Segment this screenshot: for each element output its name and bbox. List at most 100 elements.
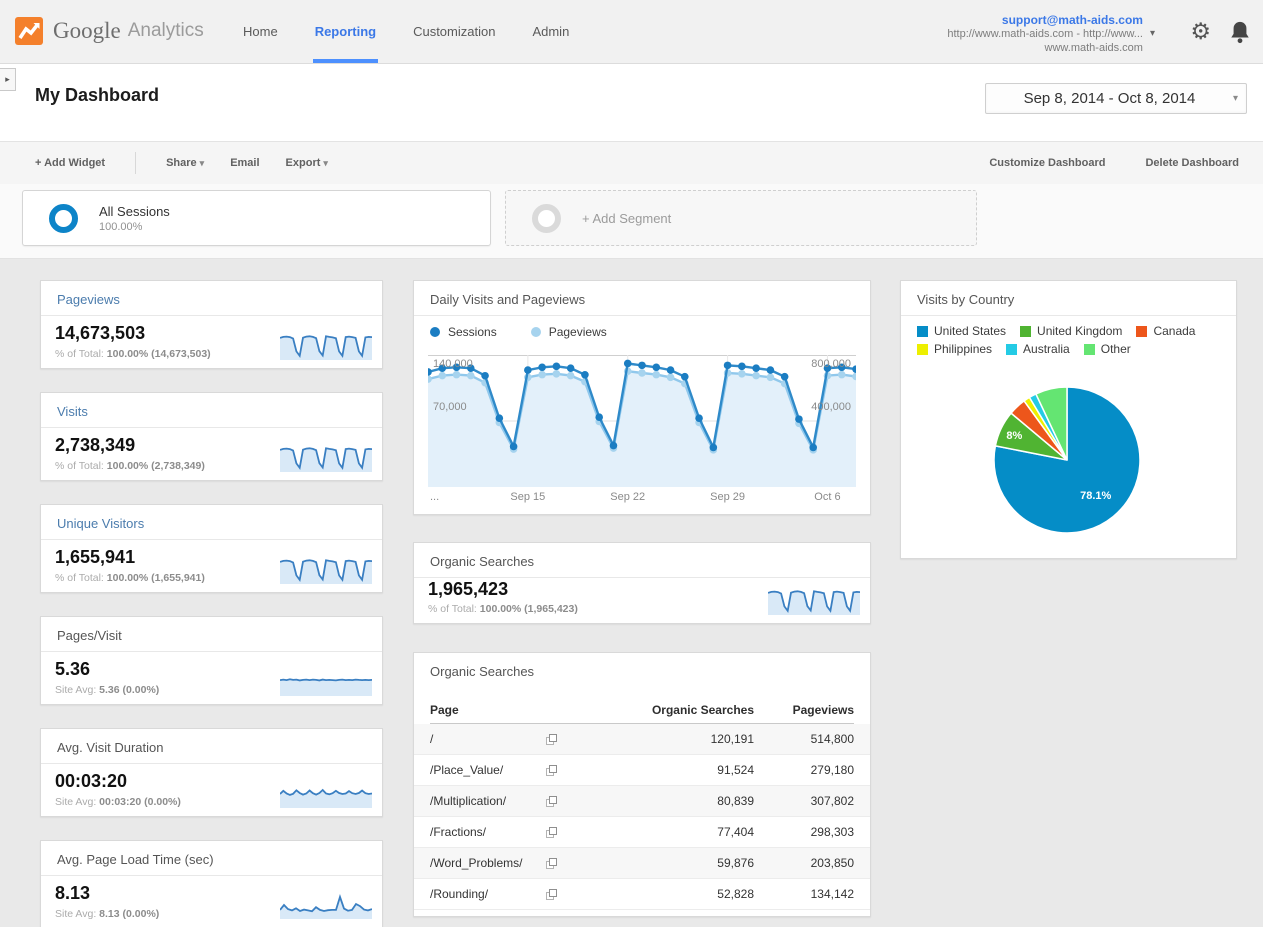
subtext-value: 5.36 (0.00%) [99, 684, 159, 696]
nav-reporting[interactable]: Reporting [315, 0, 376, 63]
scorecard-title[interactable]: Pageviews [57, 292, 120, 307]
sparkline [280, 442, 372, 472]
x-axis-tick: Sep 29 [710, 491, 745, 503]
sparkline [280, 330, 372, 360]
add-widget-button[interactable]: + Add Widget [29, 157, 111, 169]
scorecard-subtext: % of Total: 100.00% (2,738,349) [55, 460, 205, 472]
legend-swatch-icon [917, 326, 928, 337]
legend-dot-icon [531, 327, 541, 337]
x-axis-tick: Oct 6 [814, 491, 840, 503]
organic-searches-cell: 77,404 [566, 825, 754, 839]
logo-product: Analytics [128, 20, 204, 42]
sidebar-expand-button[interactable]: ▸ [0, 68, 16, 91]
subtext-value: 8.13 (0.00%) [99, 908, 159, 920]
scorecard-subtext: Site Avg: 8.13 (0.00%) [55, 908, 159, 920]
divider [414, 315, 870, 316]
legend-item-united-kingdom: United Kingdom [1020, 324, 1122, 338]
legend-item-australia: Australia [1006, 342, 1070, 356]
divider [41, 875, 382, 876]
organic-searches-cell: 59,876 [566, 856, 754, 870]
add-segment-label: + Add Segment [582, 211, 671, 226]
subtext-value: 100.00% (2,738,349) [107, 460, 205, 472]
col-header-page: Page [430, 703, 546, 717]
delete-dashboard-button[interactable]: Delete Dashboard [1139, 157, 1245, 169]
divider [41, 539, 382, 540]
email-button[interactable]: Email [224, 157, 265, 169]
export-button[interactable]: Export▾ [280, 157, 334, 169]
scorecard-value: 8.13 [55, 883, 90, 904]
segment-all-sessions[interactable]: All Sessions 100.00% [22, 190, 491, 246]
account-info[interactable]: support@math-aids.com http://www.math-ai… [947, 13, 1155, 55]
chevron-down-icon: ▾ [1233, 93, 1238, 104]
logo-brand: Google [53, 18, 121, 44]
divider [901, 315, 1236, 316]
customize-dashboard-button[interactable]: Customize Dashboard [983, 157, 1111, 169]
title-band: ▸ My Dashboard Sep 8, 2014 - Oct 8, 2014… [0, 64, 1263, 141]
sparkline [280, 554, 372, 584]
scorecard-subtext: % of Total: 100.00% (1,655,941) [55, 572, 205, 584]
legend-label: Other [1101, 342, 1131, 356]
legend-label: United States [934, 324, 1006, 338]
subtext-label: Site Avg: [55, 796, 99, 808]
dashboard-toolbar: + Add Widget Share▾ Email Export▾ Custom… [0, 141, 1263, 185]
nav-customization[interactable]: Customization [413, 0, 495, 63]
scorecard-title: Avg. Visit Duration [57, 740, 163, 755]
pie-data-label: 78.1% [1080, 490, 1111, 502]
subtext-value: 100.00% (14,673,503) [107, 348, 211, 360]
scorecard-value: 1,655,941 [55, 547, 135, 568]
scorecard-subtext: Site Avg: 00:03:20 (0.00%) [55, 796, 181, 808]
widget-scorecard-visits: Visits 2,738,349 % of Total: 100.00% (2,73… [40, 392, 383, 481]
account-view: www.math-aids.com [947, 41, 1143, 55]
table-row: /Rounding/52,828134,142 [414, 879, 870, 910]
open-report-icon[interactable] [546, 796, 557, 807]
x-axis-labels: ...Sep 15Sep 22Sep 29Oct 6 [428, 491, 856, 505]
widget-scorecard-avg-visit-duration: Avg. Visit Duration00:03:20Site Avg: 00:… [40, 728, 383, 817]
chevron-down-icon: ▾ [323, 158, 328, 168]
share-button[interactable]: Share▾ [160, 157, 210, 169]
bell-icon[interactable] [1229, 0, 1251, 63]
widget-scorecard-organic-searches: Organic Searches1,965,423% of Total: 100… [413, 542, 871, 624]
scorecard-title[interactable]: Visits [57, 404, 88, 419]
open-report-icon[interactable] [546, 765, 557, 776]
organic-searches-cell: 120,191 [566, 732, 754, 746]
add-segment-button[interactable]: + Add Segment [505, 190, 977, 246]
open-report-icon[interactable] [546, 734, 557, 745]
pageviews-cell: 203,850 [754, 856, 854, 870]
open-report-icon[interactable] [546, 827, 557, 838]
gear-icon[interactable]: ⚙ [1190, 0, 1211, 63]
scorecard-value: 14,673,503 [55, 323, 145, 344]
divider [41, 427, 382, 428]
scorecard-title: Avg. Page Load Time (sec) [57, 852, 214, 867]
page-cell: / [430, 732, 546, 746]
scorecard-title[interactable]: Unique Visitors [57, 516, 144, 531]
scorecard-subtext: % of Total: 100.00% (1,965,423) [428, 603, 578, 615]
segment-ring-icon [49, 204, 78, 233]
x-axis-tick: Sep 15 [510, 491, 545, 503]
analytics-logo-icon [14, 16, 44, 46]
legend-swatch-icon [1006, 344, 1017, 355]
scorecard-value: 2,738,349 [55, 435, 135, 456]
nav-admin[interactable]: Admin [532, 0, 569, 63]
legend-item-united-states: United States [917, 324, 1006, 338]
open-report-icon[interactable] [546, 889, 557, 900]
widget-scorecard-pages-visit: Pages/Visit5.36Site Avg: 5.36 (0.00%) [40, 616, 383, 705]
widget-scorecard-avg-page-load-time-sec-: Avg. Page Load Time (sec) 8.13 Site Avg: 8… [40, 840, 383, 927]
legend-label: Australia [1023, 342, 1070, 356]
scorecard-subtext: % of Total: 100.00% (14,673,503) [55, 348, 211, 360]
nav-home[interactable]: Home [243, 0, 278, 63]
col-header-organic-searches: Organic Searches [566, 703, 754, 717]
table-row: /Multiplication/80,839307,802 [414, 786, 870, 817]
date-range-selector[interactable]: Sep 8, 2014 - Oct 8, 2014 ▾ [985, 83, 1247, 114]
divider [41, 315, 382, 316]
subtext-label: % of Total: [55, 572, 107, 584]
subtext-value: 100.00% (1,965,423) [480, 603, 578, 615]
legend-item-canada: Canada [1136, 324, 1195, 338]
organic-searches-cell: 80,839 [566, 794, 754, 808]
line-chart-plot: 140,000 70,000 800,000 400,000 [428, 355, 856, 487]
open-report-icon[interactable] [546, 858, 557, 869]
widget-visits-by-country: Visits by Country United StatesUnited Ki… [900, 280, 1237, 559]
widget-daily-visits-pageviews: Daily Visits and Pageviews SessionsPagev… [413, 280, 871, 515]
google-analytics-logo[interactable]: Google Analytics [14, 16, 204, 46]
legend-label: Canada [1153, 324, 1195, 338]
subtext-label: % of Total: [428, 603, 480, 615]
